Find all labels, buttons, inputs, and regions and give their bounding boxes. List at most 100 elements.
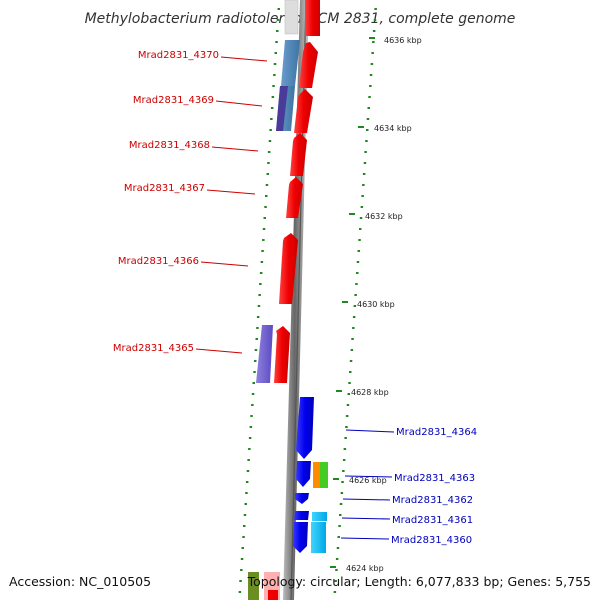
cog-box-purple[interactable] — [276, 86, 288, 131]
outer-tick-dot — [349, 360, 353, 362]
gene-arrow-mrad2831-4360[interactable] — [293, 522, 308, 553]
outer-tick-dot — [339, 503, 343, 505]
gene-label-group[interactable]: Mrad2831_4363 — [344, 473, 475, 484]
inner-tick-dot — [259, 272, 263, 274]
outer-tick-dot — [371, 52, 374, 54]
outer-tick-dot — [374, 8, 377, 10]
inner-tick-dot — [241, 547, 244, 549]
gene-label-mrad2831-4360[interactable]: Mrad2831_4360 — [391, 535, 472, 546]
inner-tick-dot — [265, 195, 268, 197]
inner-tick-dot — [255, 338, 258, 340]
gene-arrow-mrad2831-4365[interactable] — [274, 326, 290, 383]
cog-box-steelblue[interactable] — [281, 40, 300, 86]
inner-tick-dot — [265, 184, 269, 186]
outer-tick-dot — [373, 19, 377, 21]
inner-tick-dot — [245, 481, 249, 483]
gene-label-group[interactable]: Mrad2831_4360 — [340, 535, 472, 546]
outer-tick-dot — [372, 30, 376, 32]
cog-box-cyan-4361[interactable] — [312, 512, 327, 521]
gene-label-group[interactable]: Mrad2831_4370 — [138, 50, 268, 62]
gene-label-group[interactable]: Mrad2831_4364 — [345, 427, 477, 438]
inner-tick-dot — [242, 536, 245, 538]
gene-label-mrad2831-4364[interactable]: Mrad2831_4364 — [396, 427, 477, 438]
inner-tick-dot — [262, 228, 266, 230]
outer-tick-dot — [359, 228, 362, 230]
scale-tick-label: 4624 kbp — [346, 564, 384, 573]
outer-tick-dot — [370, 63, 374, 65]
gene-arrow-mrad2831-4367[interactable] — [286, 177, 303, 218]
gene-label-mrad2831-4370[interactable]: Mrad2831_4370 — [138, 50, 219, 61]
outer-tick-dot — [362, 184, 365, 186]
gene-shape-partial-bottom-red — [268, 590, 278, 600]
gene-label-group[interactable]: Mrad2831_4361 — [341, 515, 473, 526]
inner-tick-dot — [251, 404, 254, 406]
cog-box-green[interactable] — [320, 462, 328, 488]
outer-tick-dot — [344, 437, 347, 439]
inner-tick-dot — [240, 558, 244, 560]
inner-tick-dot — [250, 415, 253, 417]
outer-tick-dot — [352, 316, 356, 318]
gene-label-group[interactable]: Mrad2831_4366 — [118, 256, 249, 267]
gene-label-mrad2831-4362[interactable]: Mrad2831_4362 — [392, 495, 473, 506]
outer-tick-dot — [345, 415, 349, 417]
gene-label-group[interactable]: Mrad2831_4369 — [133, 95, 263, 107]
outer-tick-dot — [342, 459, 346, 461]
outer-tick-dot — [372, 41, 375, 43]
outer-tick-dot — [368, 96, 371, 98]
inner-tick-dot — [271, 96, 275, 98]
gene-arrow-mrad2831-4363[interactable] — [296, 461, 311, 487]
gene-label-mrad2831-4363[interactable]: Mrad2831_4363 — [394, 473, 475, 484]
outer-tick-dot — [358, 239, 361, 241]
outer-tick-dot — [351, 338, 354, 340]
outer-tick-dot — [369, 85, 372, 87]
inner-tick-dot — [272, 85, 275, 87]
inner-tick-dot — [243, 525, 246, 527]
gene-label-mrad2831-4365[interactable]: Mrad2831_4365 — [113, 343, 194, 354]
inner-tick-dot — [268, 140, 272, 142]
inner-tick-column — [238, 8, 280, 593]
inner-tick-dot — [248, 448, 251, 450]
inner-tick-dot — [261, 250, 264, 252]
gene-arrow-mrad2831-4361[interactable] — [294, 511, 309, 520]
gene-label-mrad2831-4367[interactable]: Mrad2831_4367 — [124, 183, 205, 194]
gene-arrow-mrad2831-4369[interactable] — [294, 89, 313, 133]
scale-tick: 4628 kbp — [336, 388, 389, 397]
cog-box-purple-4365[interactable] — [256, 325, 273, 383]
gene-label-mrad2831-4368[interactable]: Mrad2831_4368 — [129, 140, 210, 151]
outer-tick-dot — [350, 349, 354, 351]
inner-tick-dot — [276, 30, 279, 32]
reverse-gene-labels: Mrad2831_4364 Mrad2831_4363 Mrad2831_436… — [340, 427, 477, 546]
gene-arrow-mrad2831-4362[interactable] — [295, 493, 309, 504]
scale-tick: 4624 kbp — [330, 564, 384, 573]
gene-label-mrad2831-4369[interactable]: Mrad2831_4369 — [133, 95, 214, 106]
gene-arrow-mrad2831-4368[interactable] — [290, 133, 307, 176]
outer-tick-dot — [363, 162, 367, 164]
gene-arrow-mrad2831-4366[interactable] — [279, 233, 298, 304]
outer-tick-dot — [367, 107, 370, 109]
outer-tick-dot — [340, 492, 344, 494]
outer-tick-dot — [361, 195, 364, 197]
gene-label-group[interactable]: Mrad2831_4365 — [113, 343, 243, 354]
scale-tick-label: 4634 kbp — [374, 124, 412, 133]
outer-tick-dot — [333, 591, 337, 593]
gene-shape-partial-bottom-olive — [248, 572, 259, 600]
inner-tick-dot — [240, 569, 243, 571]
inner-tick-dot — [254, 349, 258, 351]
inner-tick-dot — [262, 239, 265, 241]
gene-arrow-mrad2831-4364[interactable] — [296, 397, 314, 459]
gene-label-group[interactable]: Mrad2831_4367 — [124, 183, 256, 195]
inner-tick-dot — [245, 492, 248, 494]
cog-box-cyan-4360[interactable] — [311, 522, 326, 553]
gene-label-mrad2831-4366[interactable]: Mrad2831_4366 — [118, 256, 199, 267]
cog-box-orange[interactable] — [313, 462, 320, 488]
scale-tick-label: 4632 kbp — [365, 212, 403, 221]
gene-label-group[interactable]: Mrad2831_4368 — [129, 140, 259, 152]
gene-label-mrad2831-4361[interactable]: Mrad2831_4361 — [392, 515, 473, 526]
gene-label-group[interactable]: Mrad2831_4362 — [342, 495, 473, 506]
outer-tick-dot — [341, 481, 344, 483]
inner-tick-dot — [259, 283, 262, 285]
gene-arrow-mrad2831-4370[interactable] — [299, 42, 318, 88]
inner-tick-dot — [246, 470, 250, 472]
outer-tick-dot — [345, 426, 348, 428]
